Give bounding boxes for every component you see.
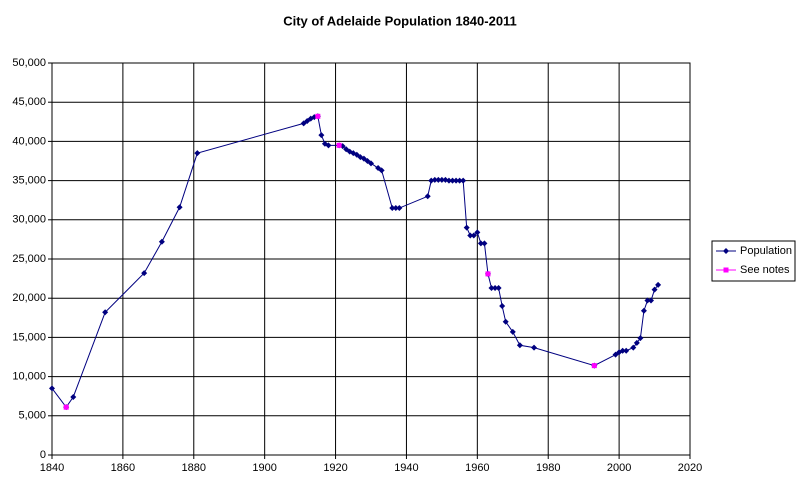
marker (640, 307, 647, 314)
marker (336, 142, 342, 148)
x-tick-label: 1920 (323, 462, 347, 474)
marker (463, 224, 470, 231)
marker (502, 318, 509, 325)
marker (431, 176, 438, 183)
marker (70, 393, 77, 400)
y-tick-label: 25,000 (12, 253, 46, 265)
marker (499, 303, 506, 310)
marker (378, 167, 385, 174)
marker (495, 285, 502, 292)
marker (158, 238, 165, 245)
y-tick-label: 40,000 (12, 135, 46, 147)
marker (318, 132, 325, 139)
marker (651, 286, 658, 293)
marker (492, 285, 499, 292)
marker (723, 248, 729, 254)
x-tick-label: 1940 (394, 462, 418, 474)
marker (648, 297, 655, 304)
marker (509, 328, 516, 335)
marker (467, 232, 474, 239)
marker (445, 177, 452, 184)
marker (368, 160, 374, 167)
marker (49, 385, 55, 392)
marker (488, 285, 495, 292)
marker (655, 281, 662, 288)
marker (176, 204, 183, 211)
marker (435, 176, 442, 183)
marker (392, 205, 399, 212)
x-tick-label: 1960 (465, 462, 489, 474)
marker (485, 271, 491, 277)
y-tick-label: 50,000 (12, 57, 46, 69)
marker (637, 335, 644, 342)
chart-title: City of Adelaide Population 1840-2011 (283, 13, 517, 28)
marker (460, 177, 467, 184)
marker (633, 339, 640, 346)
y-tick-label: 20,000 (12, 292, 46, 304)
marker (474, 229, 481, 236)
marker (619, 347, 626, 354)
y-tick-label: 30,000 (12, 214, 46, 226)
marker (453, 177, 460, 184)
marker (630, 344, 637, 351)
legend-box (711, 240, 796, 282)
marker (102, 309, 109, 316)
marker (623, 347, 630, 354)
y-tick-label: 5,000 (18, 410, 46, 422)
x-tick-label: 2000 (607, 462, 631, 474)
x-tick-label: 2020 (678, 462, 702, 474)
marker (396, 205, 403, 212)
marker (477, 240, 484, 247)
marker (723, 267, 729, 273)
marker (516, 342, 523, 349)
marker (194, 150, 201, 157)
x-tick-label: 1860 (111, 462, 135, 474)
marker (389, 205, 396, 212)
marker (63, 404, 69, 410)
y-tick-label: 15,000 (12, 331, 46, 343)
marker (315, 113, 321, 119)
x-tick-label: 1880 (182, 462, 206, 474)
x-tick-label: 1900 (252, 462, 276, 474)
marker (531, 344, 538, 351)
marker (141, 270, 148, 277)
marker (470, 232, 477, 239)
marker (449, 177, 456, 184)
marker (438, 176, 445, 183)
legend-label: Population (740, 245, 792, 257)
marker (424, 193, 431, 200)
marker (644, 297, 651, 304)
marker (456, 177, 463, 184)
marker (591, 363, 597, 369)
x-tick-label: 1980 (536, 462, 560, 474)
legend-label: See notes (740, 264, 790, 276)
marker (481, 240, 488, 247)
y-tick-label: 45,000 (12, 96, 46, 108)
y-tick-label: 0 (40, 449, 46, 461)
y-tick-label: 35,000 (12, 175, 46, 187)
marker (325, 142, 332, 149)
x-tick-label: 1840 (40, 462, 64, 474)
y-tick-label: 10,000 (12, 371, 46, 383)
